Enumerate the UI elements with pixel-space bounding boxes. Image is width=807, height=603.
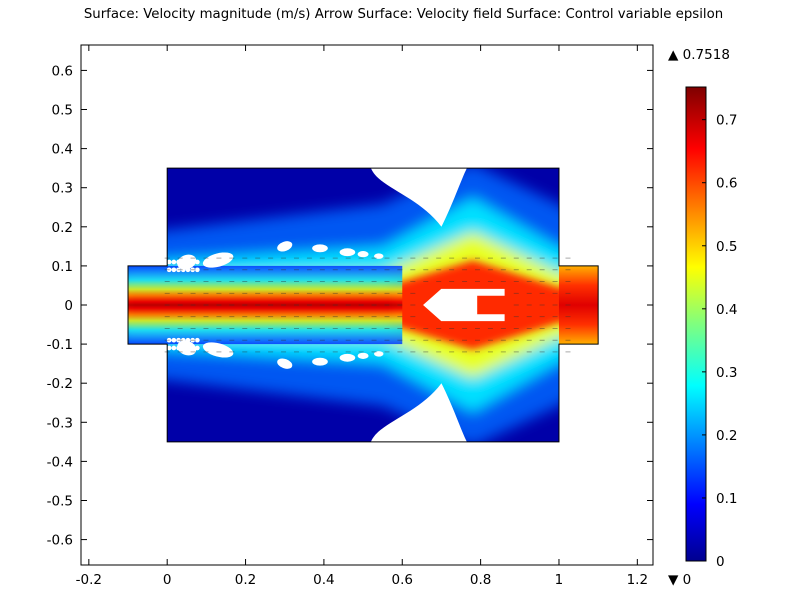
solid-blob <box>357 251 369 258</box>
solid-dot <box>185 267 191 273</box>
y-tick-label: -0.4 <box>47 454 73 470</box>
y-tick-label: 0.2 <box>52 220 73 236</box>
solid-dot <box>195 259 200 265</box>
colorbar-tick-label: 0.3 <box>716 365 737 381</box>
colorbar-tick-label: 0.5 <box>716 239 737 255</box>
solid-blob <box>374 351 384 357</box>
colorbar-tick-label: 0 <box>716 554 725 570</box>
solid-dot <box>195 337 200 343</box>
velocity-arrows <box>164 257 571 353</box>
x-axis-ticks: -0.2 0 0.2 0.4 0.6 0.8 1 1.2 <box>76 45 648 588</box>
solid-dot <box>180 345 186 351</box>
solid-blob <box>374 253 384 259</box>
solid-blob <box>339 248 356 257</box>
solid-blob <box>202 342 234 358</box>
y-tick-label: -0.2 <box>47 376 73 392</box>
x-tick-label: 0 <box>163 572 172 588</box>
solid-blob <box>277 358 293 369</box>
solid-blob <box>202 252 234 268</box>
solid-dot <box>190 345 196 351</box>
colorbar-tick-label: 0.6 <box>716 176 737 192</box>
y-tick-label: -0.1 <box>47 337 73 353</box>
arrow-obstacle <box>423 288 505 322</box>
colorbar: 0 0.1 0.2 0.3 0.4 0.5 0.6 0.7 ▲ 0.7518 ▼ 0 <box>668 47 737 588</box>
top-solid-region <box>370 168 467 227</box>
y-axis-ticks: 0.6 0.5 0.4 0.3 0.2 0.1 0 -0.1 -0.2 -0.3 -0.4 -0.5 -… <box>47 63 653 549</box>
solid-dot <box>185 337 191 343</box>
solid-dot <box>180 259 186 265</box>
colorbar-tick-label: 0.7 <box>716 113 737 129</box>
solid-blob <box>339 353 356 362</box>
plot-title: Surface: Velocity magnitude (m/s) Arrow … <box>83 7 724 22</box>
solid-blob <box>312 357 328 366</box>
colorbar-max-label: ▲ 0.7518 <box>668 47 730 63</box>
x-tick-label: -0.2 <box>76 572 102 588</box>
y-tick-label: -0.5 <box>47 493 73 509</box>
y-tick-label: -0.3 <box>47 415 73 431</box>
solid-dot <box>176 345 181 351</box>
x-tick-label: 0.2 <box>235 572 256 588</box>
y-tick-label: -0.6 <box>47 533 73 549</box>
colorbar-tick-label: 0.4 <box>716 302 737 318</box>
y-tick-label: 0.3 <box>52 181 73 197</box>
y-tick-label: 0 <box>64 298 73 314</box>
colorbar-ticks: 0 0.1 0.2 0.3 0.4 0.5 0.6 0.7 <box>702 113 737 570</box>
solid-blob <box>312 244 328 253</box>
y-tick-label: 0.4 <box>52 142 73 158</box>
x-tick-label: 1.2 <box>627 572 648 588</box>
solid-blob <box>357 352 369 359</box>
solid-dot <box>166 259 172 265</box>
x-tick-label: 0.6 <box>392 572 413 588</box>
solid-blob <box>277 241 293 252</box>
solid-dot <box>185 345 191 351</box>
y-tick-label: 0.1 <box>52 259 73 275</box>
solid-dot <box>180 337 186 343</box>
bottom-solid-region <box>370 383 467 442</box>
solid-dot <box>166 345 172 351</box>
domain-outline <box>127 167 599 443</box>
y-tick-label: 0.6 <box>52 63 73 79</box>
x-tick-label: 0.8 <box>470 572 491 588</box>
x-tick-label: 0.4 <box>313 572 334 588</box>
jet-band <box>128 265 403 345</box>
solid-dot <box>176 259 181 265</box>
solid-dot <box>190 259 196 265</box>
solid-dot <box>195 345 200 351</box>
solid-dot <box>180 267 186 273</box>
outlet-band <box>558 265 599 345</box>
solid-dot <box>195 267 200 273</box>
solid-dot <box>171 337 177 343</box>
solid-dot <box>171 267 177 273</box>
y-tick-label: 0.5 <box>52 103 73 119</box>
colorbar-min-label: ▼ 0 <box>668 572 691 588</box>
colorbar-gradient <box>685 86 707 562</box>
solid-dot <box>171 259 177 265</box>
solid-dot <box>185 259 191 265</box>
solid-dot <box>171 345 177 351</box>
colorbar-tick-label: 0.2 <box>716 428 737 444</box>
colorbar-tick-label: 0.1 <box>716 491 737 507</box>
x-tick-label: 1 <box>555 572 564 588</box>
